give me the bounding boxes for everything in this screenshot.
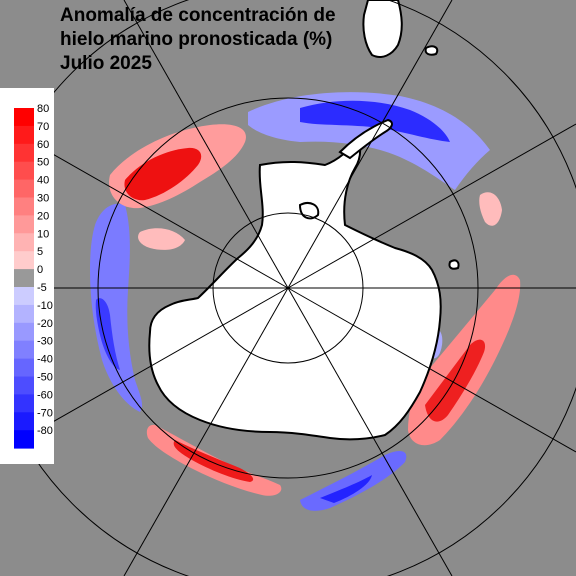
legend-swatch xyxy=(14,143,34,163)
legend-swatch xyxy=(14,197,34,216)
meridian-line xyxy=(123,287,289,576)
anomaly-positive-northeast-small xyxy=(479,192,502,226)
legend-swatch xyxy=(14,269,34,288)
anomaly-negative-west xyxy=(90,203,143,412)
legend-swatch xyxy=(14,179,34,198)
legend-swatch xyxy=(14,430,34,449)
legend-swatch xyxy=(14,108,34,127)
legend-label: 80 xyxy=(37,103,49,115)
anomaly-negative-weddell-core xyxy=(300,100,450,142)
anomaly-positive-ross-core xyxy=(124,147,202,201)
map-title: Anomalía de concentración de hielo marin… xyxy=(60,4,336,76)
island-shape xyxy=(338,118,393,160)
anomaly-positive-north-small xyxy=(138,228,185,250)
legend-label: 70 xyxy=(37,121,49,133)
legend-label: 20 xyxy=(37,210,49,222)
meridian-line xyxy=(287,287,576,453)
anomaly-positive-east-core xyxy=(425,339,486,422)
legend-swatch xyxy=(14,412,34,431)
legend-swatch xyxy=(14,394,34,413)
meridian-line xyxy=(123,0,289,289)
anomaly-negative-south-core xyxy=(320,475,372,503)
island-shape xyxy=(424,45,439,56)
meridian-line xyxy=(287,287,453,576)
legend-swatch xyxy=(14,304,34,324)
legend-label: -40 xyxy=(37,354,53,366)
meridian-line xyxy=(287,123,576,289)
legend-label: 30 xyxy=(37,193,49,205)
legend-label: -30 xyxy=(37,336,53,348)
legend-swatch xyxy=(14,376,34,395)
color-legend: 80 70 60 50 40 30 20 10 5 0 -5 -10 -20 -30 -40 -50 -60 -7… xyxy=(0,88,54,464)
legend-label: 40 xyxy=(37,175,49,187)
legend-swatch xyxy=(14,233,34,252)
meridian-line xyxy=(287,0,453,289)
anomaly-negative-west-core xyxy=(95,298,120,370)
south-america-tip xyxy=(362,0,403,58)
legend-swatch xyxy=(14,125,34,145)
legend-label: -70 xyxy=(37,407,53,419)
legend-swatch xyxy=(14,340,34,360)
island-shape xyxy=(448,259,460,270)
legend-swatch xyxy=(14,358,34,377)
legend-swatch xyxy=(14,161,34,181)
title-line-3: Julio 2025 xyxy=(60,53,152,74)
title-line-2: hielo marino pronosticada (%) xyxy=(60,29,333,50)
legend-swatch xyxy=(14,251,34,270)
legend-label: 60 xyxy=(37,139,49,151)
legend-label: -50 xyxy=(37,372,53,384)
legend-label: -80 xyxy=(37,425,53,437)
legend-label: 5 xyxy=(37,246,43,258)
legend-colorbar: 807060504030201050-5-10-20-30-40-50-60-7… xyxy=(14,103,53,449)
legend-label: -20 xyxy=(37,318,53,330)
legend-swatch xyxy=(14,287,34,306)
title-line-1: Anomalía de concentración de xyxy=(60,5,336,26)
legend-label: 50 xyxy=(37,157,49,169)
antarctica-landmass xyxy=(148,135,442,441)
legend-swatch xyxy=(14,322,34,342)
legend-swatch xyxy=(14,215,34,234)
legend-label: 0 xyxy=(37,264,43,276)
legend-label: 10 xyxy=(37,228,49,240)
legend-label: -10 xyxy=(37,300,53,312)
anomaly-positive-southwest-core xyxy=(173,440,254,482)
legend-label: -60 xyxy=(37,389,53,401)
legend-label: -5 xyxy=(37,282,47,294)
